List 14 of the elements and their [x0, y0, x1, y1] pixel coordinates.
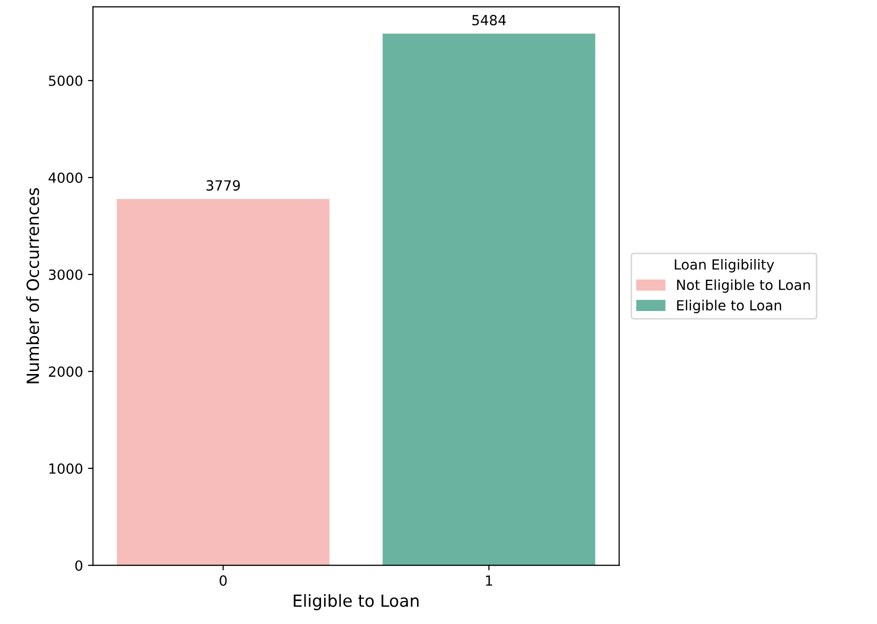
y-tick-label: 2000: [48, 366, 82, 377]
y-tick-label: 4000: [48, 172, 82, 183]
x-axis-title: Eligible to Loan: [294, 594, 419, 610]
x-tick-label: 1: [486, 575, 492, 586]
legend-title: Loan Eligibility: [674, 258, 774, 272]
y-axis-title: Number of Occurrences: [26, 188, 40, 384]
legend-label: Not Eligible to Loan: [677, 279, 810, 293]
y-tick-label: 5000: [48, 76, 82, 86]
y-tick-label: 1000: [49, 463, 82, 474]
data-label: 5484: [472, 14, 506, 26]
data-label: 3779: [206, 180, 240, 191]
legend-label: Eligible to Loan: [677, 300, 782, 314]
y-tick-label: 3000: [48, 269, 82, 280]
y-tick-label: 0: [75, 560, 82, 571]
